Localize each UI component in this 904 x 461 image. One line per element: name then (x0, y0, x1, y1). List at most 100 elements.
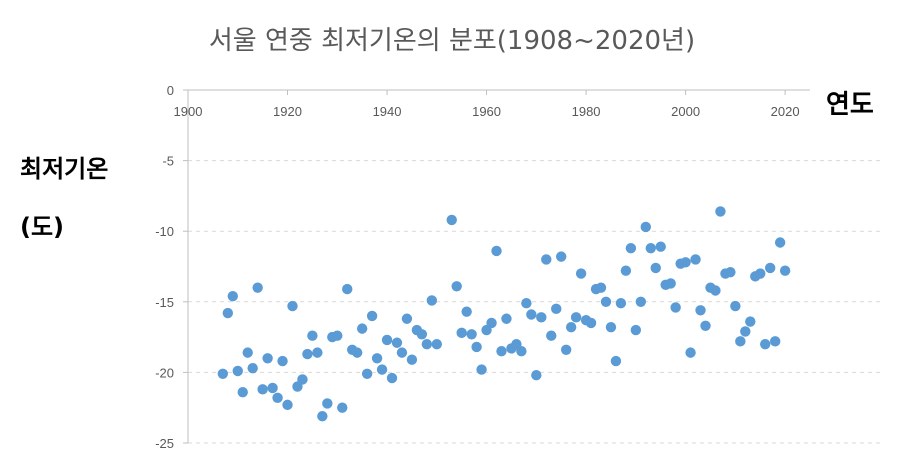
data-point (536, 312, 547, 323)
chart-title: 서울 연중 최저기온의 분포(1908~2020년) (208, 26, 696, 56)
data-point (685, 347, 696, 358)
y-tick-label: -20 (155, 365, 174, 380)
data-point (396, 347, 408, 358)
data-point (670, 302, 681, 313)
y-tick-label: -10 (155, 224, 174, 239)
data-point (466, 329, 477, 340)
data-point (366, 310, 378, 322)
data-point (715, 206, 726, 217)
data-point (730, 300, 741, 312)
data-point (551, 303, 562, 315)
data-point (267, 382, 278, 394)
y-tick-label: 0 (167, 83, 174, 98)
data-point (282, 399, 293, 411)
data-point (237, 386, 248, 398)
data-point (769, 336, 781, 347)
data-point (745, 316, 756, 327)
data-point (680, 257, 691, 268)
data-point (575, 268, 587, 279)
y-axis-label-line1: 최저기온 (20, 155, 109, 183)
x-tick-label: 1900 (174, 104, 203, 119)
data-point (287, 300, 298, 312)
data-point (262, 353, 273, 364)
data-point (322, 398, 333, 409)
x-tick-label: 1920 (273, 104, 302, 119)
data-point (386, 372, 398, 384)
data-point (605, 322, 617, 333)
y-tick-label: -25 (155, 436, 174, 451)
data-point (531, 370, 542, 381)
data-point (302, 348, 313, 360)
x-tick-label: 1940 (373, 104, 402, 119)
data-point (774, 237, 786, 248)
data-point (560, 344, 572, 356)
data-point (431, 338, 442, 350)
data-point (426, 295, 438, 306)
data-point (486, 317, 497, 329)
data-point (700, 320, 711, 332)
data-point (725, 266, 736, 278)
data-point (526, 309, 537, 320)
data-point (640, 221, 651, 233)
data-point (332, 330, 343, 341)
data-point (421, 338, 433, 350)
y-tick-label: -15 (155, 295, 174, 310)
data-point (491, 245, 502, 257)
data-point (247, 362, 258, 374)
data-point (227, 290, 238, 302)
data-point (476, 364, 487, 375)
data-point (625, 242, 637, 254)
data-point (471, 341, 482, 353)
data-point (222, 307, 234, 319)
data-point (307, 330, 318, 341)
data-point (516, 346, 527, 357)
data-point (565, 322, 577, 333)
data-point (496, 346, 507, 357)
data-point (764, 262, 776, 274)
data-point (446, 214, 457, 226)
data-point (650, 262, 661, 274)
data-point (337, 402, 348, 413)
data-point (252, 282, 263, 293)
data-point (570, 312, 582, 323)
data-point (312, 347, 323, 358)
data-point (257, 384, 268, 395)
data-point (451, 281, 462, 292)
data-point (297, 374, 308, 385)
data-point (620, 265, 632, 276)
y-axis-label: 최저기온 (도) (20, 140, 108, 256)
data-point (376, 364, 388, 375)
data-point (645, 242, 656, 254)
data-point (232, 365, 243, 377)
data-point (735, 336, 746, 347)
data-point (695, 305, 706, 316)
x-tick-label: 2020 (771, 104, 800, 119)
data-point (635, 296, 647, 307)
data-point (277, 355, 288, 367)
data-point (546, 330, 557, 341)
data-point (361, 368, 373, 380)
data-point (615, 298, 627, 309)
data-point (351, 347, 363, 358)
data-point (600, 296, 612, 307)
data-point (630, 324, 642, 336)
data-point (391, 337, 403, 348)
x-tick-label: 1980 (572, 104, 601, 119)
data-point (501, 313, 512, 324)
data-point (401, 313, 413, 324)
data-point (272, 392, 283, 404)
data-point (456, 327, 467, 339)
data-point (541, 254, 552, 265)
data-point (655, 241, 666, 252)
data-point (416, 329, 428, 340)
data-point (595, 282, 607, 293)
data-point (242, 347, 253, 358)
data-point (217, 368, 229, 380)
data-point (760, 338, 771, 350)
x-axis-label: 연도 (826, 90, 874, 120)
data-point (610, 355, 622, 367)
data-point (342, 283, 353, 295)
data-point (406, 354, 418, 365)
